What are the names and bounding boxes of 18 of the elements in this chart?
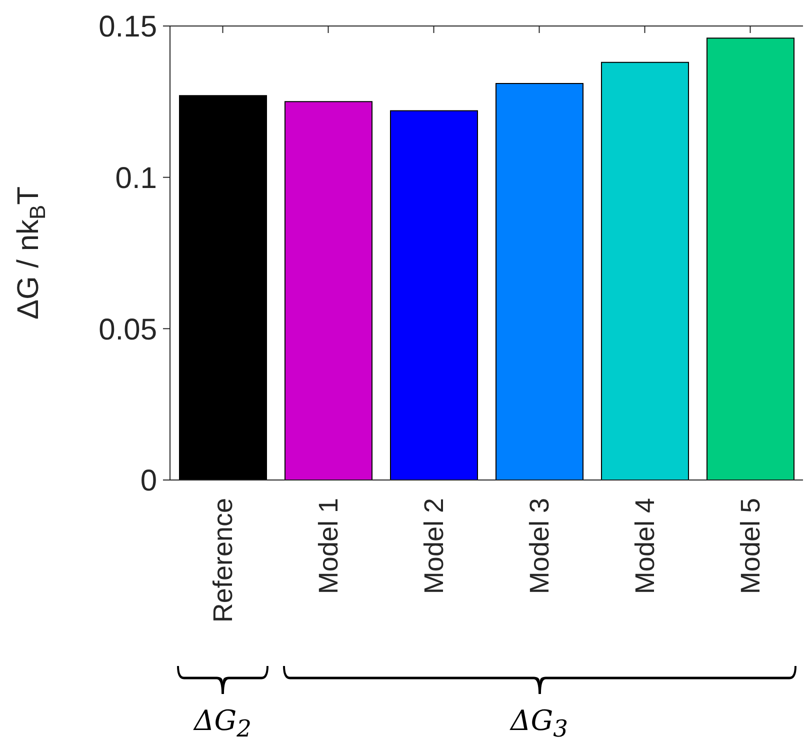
y-tick-label: 0.1 xyxy=(115,162,157,195)
bar xyxy=(390,110,478,480)
x-tick-label: Model 3 xyxy=(524,498,554,594)
x-tick-label: Model 4 xyxy=(630,498,660,594)
y-tick-label: 0.05 xyxy=(98,313,157,346)
bar xyxy=(600,62,689,480)
y-tick-label: 0.15 xyxy=(98,10,157,44)
y-tick-label: 0 xyxy=(140,464,157,498)
x-tick-label: Model 1 xyxy=(313,498,344,594)
x-tick-label: Reference xyxy=(208,498,238,623)
bar xyxy=(495,83,584,480)
text: ΔG$_{3}$ xyxy=(508,704,569,743)
x-tick-label: Model 2 xyxy=(418,498,449,594)
bar xyxy=(706,38,794,480)
x-tick-label: Model 5 xyxy=(735,498,766,594)
text: ΔG$_{2}$ xyxy=(192,704,252,743)
bar xyxy=(178,95,267,480)
bar xyxy=(284,101,372,480)
